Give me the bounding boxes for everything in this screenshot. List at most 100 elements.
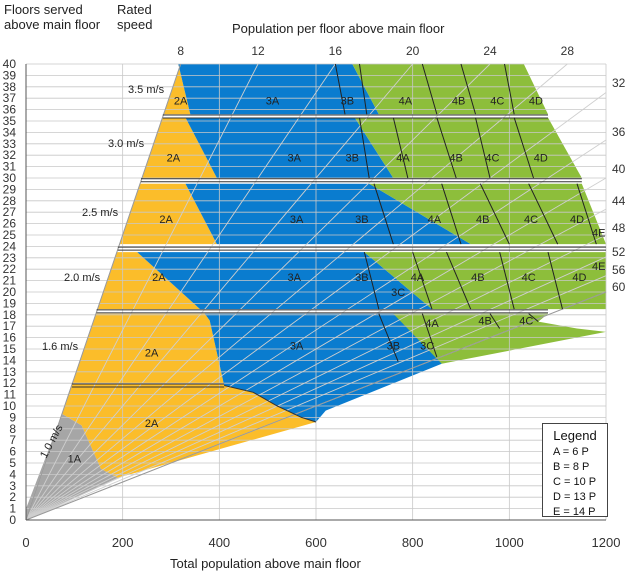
legend-item-b: B = 8 P: [553, 461, 590, 473]
region-divider: [489, 313, 501, 329]
region-label: 4C: [522, 272, 536, 284]
y-tick-label: 37: [3, 91, 17, 105]
y-tick-label: 33: [3, 137, 17, 151]
top-density-label: 12: [251, 44, 265, 58]
region-label: 2A: [152, 272, 166, 284]
region-label: 1A: [68, 453, 82, 465]
region-label: 4C: [485, 152, 499, 164]
right-density-label: 40: [612, 162, 626, 176]
region-divider: [412, 251, 433, 310]
region-divider: [513, 117, 534, 179]
legend: Legend A = 6 P B = 8 P C = 10 P D = 13 P…: [542, 423, 608, 518]
right-density-label: 60: [612, 280, 626, 294]
region-label: 4B: [452, 95, 465, 107]
region-label: 4D: [534, 152, 548, 164]
y-tick-label: 7: [9, 433, 16, 447]
right-density-label: 36: [612, 125, 626, 139]
region-label: 3A: [290, 341, 304, 353]
density-ray: [25, 177, 607, 521]
y-tick-label: 18: [3, 308, 17, 322]
density-ray: [25, 208, 607, 521]
y-tick-label: 30: [3, 171, 17, 185]
speed-label: 2.5 m/s: [82, 207, 119, 219]
y-tick-label: 34: [3, 125, 17, 139]
region-divider: [446, 251, 472, 310]
envelope-right-line: [25, 291, 607, 521]
region-label: 2A: [167, 152, 181, 164]
y-tick-label: 1: [9, 502, 16, 516]
density-ray: [25, 63, 491, 521]
density-ray: [25, 63, 414, 521]
y-tick-label: 22: [3, 262, 17, 276]
right-density-label: 56: [612, 263, 626, 277]
region-divider: [576, 183, 597, 245]
y-tick-label: 36: [3, 103, 17, 117]
region-label: 4A: [428, 214, 442, 226]
speed-label: 1.6 m/s: [42, 341, 79, 353]
legend-item-e: E = 14 P: [553, 506, 596, 518]
x-tick-label: 1200: [592, 535, 621, 550]
y-tick-label: 38: [3, 80, 17, 94]
region-divider: [378, 313, 399, 362]
envelope-left-line: [25, 63, 182, 521]
y-tick-label: 2: [9, 490, 16, 504]
region-label: 4B: [476, 214, 489, 226]
region-label: 3A: [266, 95, 280, 107]
density-ray: [25, 256, 607, 521]
legend-item-a: A = 6 P: [553, 446, 589, 458]
region-label: 4B: [478, 316, 491, 328]
speed-label: 3.0 m/s: [108, 138, 145, 150]
top-density-label: 24: [483, 44, 497, 58]
region-label: 3A: [288, 152, 302, 164]
region-divider: [436, 117, 457, 179]
y-tick-label: 10: [3, 399, 17, 413]
region-divider: [392, 117, 409, 179]
y-tick-label: 8: [9, 422, 16, 436]
region-label: 4B: [449, 152, 462, 164]
region-divider: [475, 117, 491, 179]
region-divider: [421, 63, 438, 115]
right-density-label: 48: [612, 221, 626, 235]
x-axis-title: Total population above main floor: [170, 556, 361, 571]
y-tick-label: 23: [3, 251, 17, 265]
top-density-label: 20: [406, 44, 420, 58]
x-tick-label: 200: [112, 535, 134, 550]
step-line: [224, 385, 317, 423]
x-tick-label: 0: [22, 535, 29, 550]
speed-label: 3.5 m/s: [128, 84, 165, 96]
right-density-label: 32: [612, 76, 626, 90]
region-divider: [421, 313, 438, 358]
y-tick-label: 26: [3, 217, 17, 231]
region-label: 4D: [570, 214, 584, 226]
region-divider: [359, 117, 370, 179]
region-label: 3B: [355, 214, 368, 226]
region-label: 2A: [174, 95, 188, 107]
y-tick-label: 20: [3, 285, 17, 299]
y-tick-label: 9: [9, 410, 16, 424]
density-ray: [25, 63, 259, 521]
legend-title: Legend: [553, 428, 597, 443]
region-divider: [363, 251, 380, 310]
region-2a-band4: [119, 183, 217, 245]
region-label: 4C: [524, 214, 538, 226]
rated-speed-title: Rated speed: [117, 2, 153, 32]
region-divider: [547, 251, 563, 310]
region-label: 4B: [471, 272, 484, 284]
y-tick-label: 15: [3, 342, 17, 356]
y-tick-label: 17: [3, 319, 17, 333]
y-tick-label: 12: [3, 376, 17, 390]
region-divider: [504, 63, 515, 115]
top-density-label: 28: [561, 44, 575, 58]
region-divider: [499, 251, 515, 310]
y-tick-label: 14: [3, 353, 17, 367]
density-ray: [25, 139, 607, 521]
region-divider: [528, 183, 559, 245]
region-label: 3B: [355, 272, 368, 284]
region-divider: [334, 63, 346, 115]
region-3-band4: [185, 183, 471, 245]
region-label: 3B: [341, 95, 354, 107]
region-divider: [373, 183, 394, 245]
x-tick-label: 600: [305, 535, 327, 550]
region-label: 2A: [145, 347, 159, 359]
